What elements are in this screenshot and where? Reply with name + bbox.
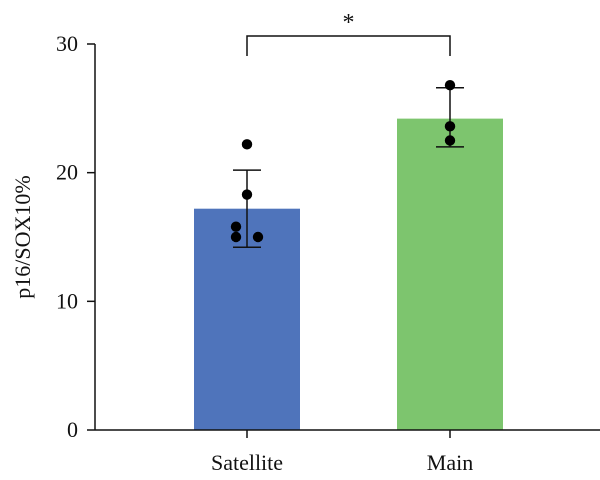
data-point xyxy=(444,79,456,91)
bar-main xyxy=(397,118,503,431)
y-tick-label: 30 xyxy=(56,31,78,56)
data-point xyxy=(230,221,242,232)
significance-star: * xyxy=(343,10,355,36)
data-point xyxy=(252,231,264,243)
x-tick-label: Satellite xyxy=(211,450,283,475)
data-points-group xyxy=(230,79,456,243)
data-point xyxy=(241,189,253,200)
x-tick-label: Main xyxy=(427,450,473,475)
significance-bracket: * xyxy=(246,10,451,56)
y-tick-label: 20 xyxy=(56,160,78,185)
x-ticks-group: Satellite Main xyxy=(211,430,473,475)
significance-bracket-line xyxy=(246,35,451,56)
bars-group xyxy=(194,118,503,431)
data-point xyxy=(230,231,242,243)
data-point xyxy=(444,121,456,132)
y-ticks-group: 0 10 20 30 xyxy=(56,31,95,442)
y-tick-label: 10 xyxy=(56,288,78,313)
y-axis-label: p16/SOX10% xyxy=(10,175,35,298)
data-point xyxy=(444,135,456,146)
data-point xyxy=(241,139,253,150)
y-tick-label: 0 xyxy=(67,417,78,442)
